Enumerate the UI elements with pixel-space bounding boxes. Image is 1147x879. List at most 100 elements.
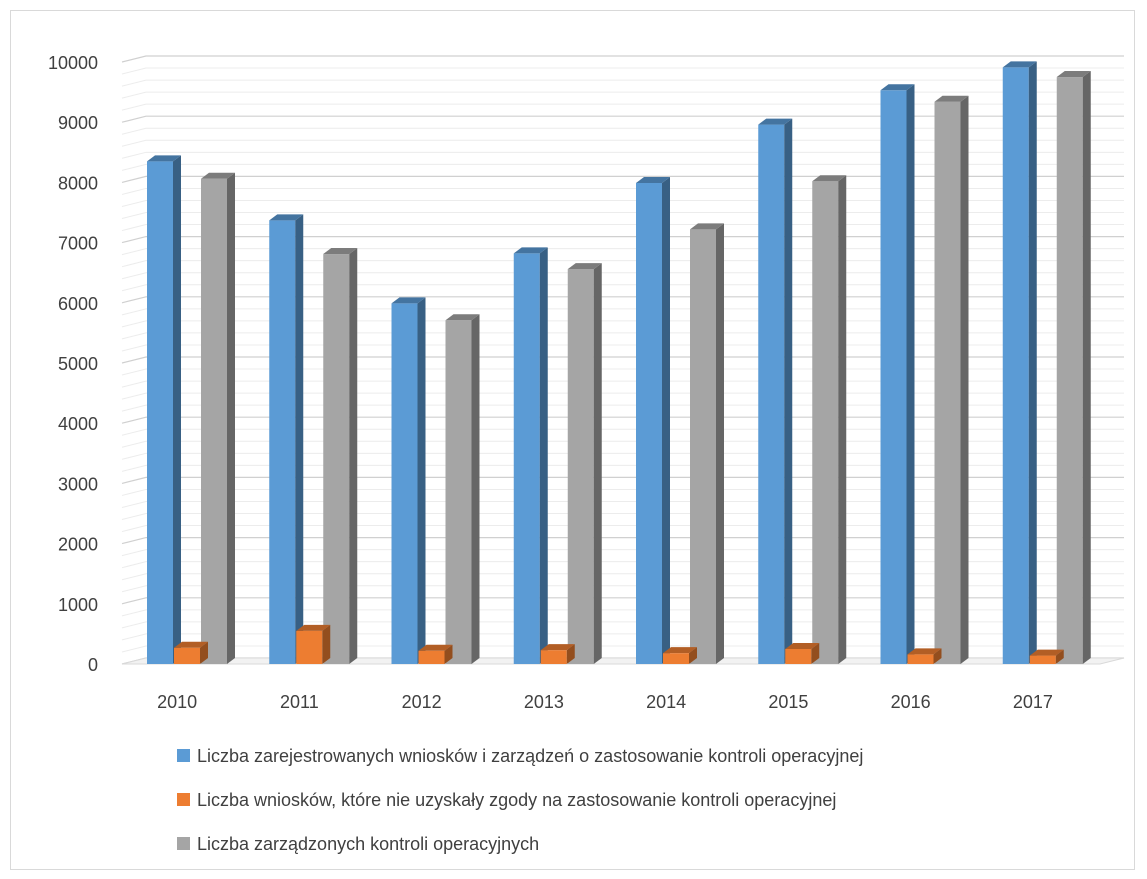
- bar-top: [269, 214, 304, 221]
- bar: [201, 172, 235, 664]
- bar-front: [418, 650, 445, 664]
- minor-gridline: [121, 368, 1124, 376]
- bar: [812, 175, 847, 665]
- bar-side: [716, 223, 724, 664]
- bar-top: [147, 155, 181, 162]
- bar-side: [200, 641, 208, 664]
- minor-gridline: [121, 91, 1124, 99]
- bars: [147, 61, 1091, 665]
- x-tick-label: 2015: [768, 692, 808, 712]
- minor-gridline: [121, 248, 1124, 256]
- major-gridline: [121, 175, 1124, 183]
- minor-gridline: [121, 513, 1124, 521]
- bar-top: [663, 647, 697, 654]
- x-tick-label: 2017: [1013, 692, 1053, 712]
- bar-front: [323, 254, 350, 664]
- major-gridline: [121, 296, 1124, 304]
- bar-front: [880, 90, 907, 664]
- minor-gridline: [121, 440, 1124, 448]
- minor-gridline: [121, 187, 1124, 195]
- minor-gridline: [121, 199, 1124, 207]
- bar-top: [513, 247, 548, 254]
- legend-label: Liczba wniosków, które nie uzyskały zgod…: [197, 790, 836, 810]
- minor-gridline: [121, 573, 1124, 581]
- bar-top: [636, 177, 670, 184]
- minor-gridline: [121, 428, 1124, 436]
- minor-gridline: [121, 621, 1124, 629]
- minor-gridline: [121, 488, 1124, 496]
- minor-gridline: [121, 308, 1124, 316]
- legend-item: Liczba zarejestrowanych wniosków i zarzą…: [177, 746, 863, 766]
- minor-gridline: [121, 163, 1124, 171]
- major-gridline: [121, 597, 1124, 605]
- bar: [907, 648, 942, 664]
- bar-side: [1055, 649, 1064, 664]
- bar-side: [444, 644, 453, 664]
- minor-gridline: [121, 79, 1124, 87]
- major-gridline: [121, 476, 1124, 484]
- bar-top: [1002, 61, 1037, 68]
- minor-gridline: [121, 392, 1124, 400]
- minor-gridline: [121, 464, 1124, 472]
- bar-front: [391, 303, 418, 664]
- y-tick-label: 7000: [58, 234, 98, 254]
- minor-gridline: [121, 212, 1124, 220]
- bar-front: [296, 630, 323, 664]
- bar-top: [296, 624, 331, 631]
- bar-front: [147, 161, 173, 664]
- bar-top: [540, 644, 575, 651]
- bar-top: [690, 223, 724, 230]
- bar-top: [445, 314, 480, 321]
- bar: [1029, 649, 1064, 664]
- legend-swatch: [177, 837, 190, 850]
- bar-top: [785, 642, 820, 649]
- bar-side: [906, 84, 915, 664]
- bar: [934, 95, 969, 665]
- x-tick-label: 2012: [402, 692, 442, 712]
- minor-gridline: [121, 585, 1124, 593]
- bar-top: [1056, 71, 1091, 78]
- bar-front: [758, 124, 785, 664]
- bar: [636, 177, 670, 664]
- bar-side: [471, 314, 480, 664]
- bar-top: [812, 175, 847, 182]
- y-tick-label: 6000: [58, 294, 98, 314]
- y-tick-label: 0: [88, 655, 98, 675]
- bar: [567, 263, 602, 664]
- bar-side: [227, 172, 235, 664]
- minor-gridline: [121, 272, 1124, 280]
- major-gridline: [121, 55, 1124, 63]
- bar-top: [1029, 649, 1064, 656]
- bar-side: [1082, 71, 1091, 665]
- minor-gridline: [121, 344, 1124, 352]
- bar-side: [1028, 61, 1037, 665]
- x-tick-label: 2010: [157, 692, 197, 712]
- major-gridline: [121, 115, 1124, 123]
- minor-gridline: [121, 284, 1124, 292]
- bar: [445, 314, 480, 664]
- bar-front: [1002, 67, 1029, 665]
- major-gridline: [121, 356, 1124, 364]
- bar-top: [391, 297, 426, 304]
- minor-gridline: [121, 549, 1124, 557]
- bar-top: [174, 641, 208, 648]
- bar-side: [960, 95, 969, 665]
- bar: [690, 223, 724, 664]
- bar-side: [539, 247, 548, 664]
- bar-side: [322, 624, 331, 664]
- bar-front: [201, 178, 227, 664]
- bar-side: [417, 297, 426, 664]
- bar: [880, 84, 915, 664]
- bar-front: [540, 650, 567, 664]
- minor-gridline: [121, 404, 1124, 412]
- bar: [174, 641, 208, 664]
- minor-gridline: [121, 103, 1124, 111]
- bar-front: [174, 647, 200, 664]
- bar-top: [880, 84, 915, 91]
- bar: [1002, 61, 1037, 665]
- bar-side: [593, 263, 602, 664]
- bar-top: [323, 248, 358, 255]
- y-tick-label: 9000: [58, 113, 98, 133]
- bar-front: [636, 183, 662, 664]
- bar: [323, 248, 358, 664]
